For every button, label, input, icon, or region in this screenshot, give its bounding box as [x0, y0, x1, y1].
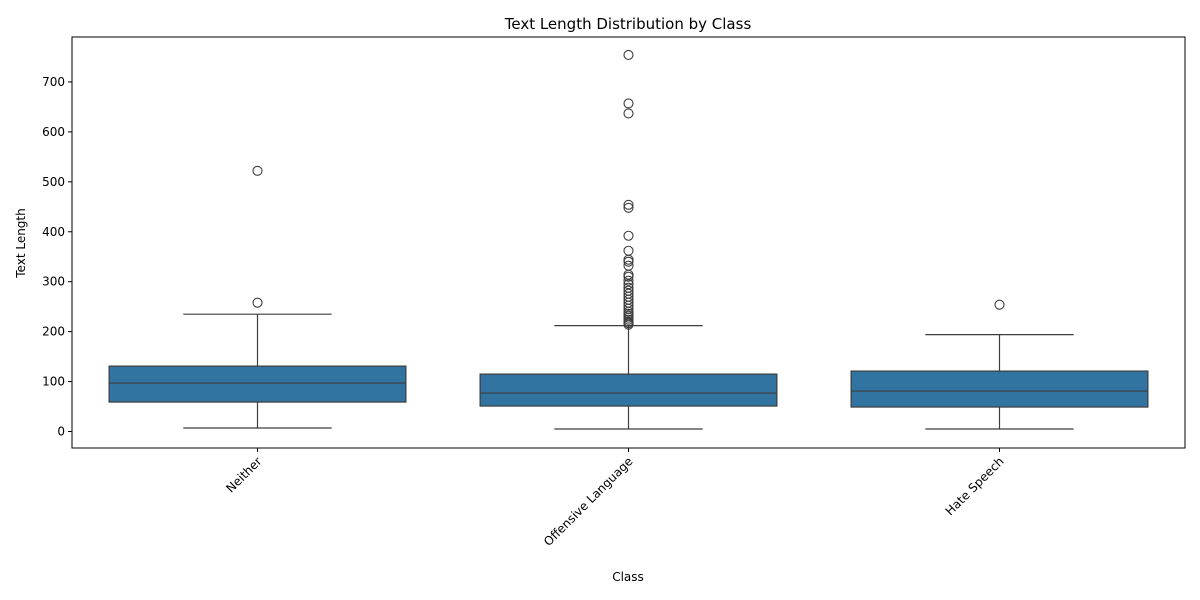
outlier-point [623, 108, 634, 119]
outlier-point [623, 269, 634, 280]
outlier-point [623, 98, 634, 109]
outlier-point [623, 230, 634, 241]
y-tick-label: 700 [42, 75, 65, 89]
chart-title: Text Length Distribution by Class [504, 15, 752, 33]
y-tick-label: 400 [42, 225, 65, 239]
x-axis: Neither Offensive Language Hate Speech [223, 448, 1007, 549]
x-tick-label: Neither [223, 454, 264, 495]
y-tick-label: 500 [42, 175, 65, 189]
y-tick-label: 200 [42, 325, 65, 339]
box-offensive-language [479, 373, 778, 407]
outlier-point [252, 165, 263, 176]
y-tick-label: 100 [42, 375, 65, 389]
outlier-point [623, 199, 634, 210]
outlier-point [623, 254, 634, 265]
x-axis-label: Class [612, 570, 644, 584]
y-tick-label: 600 [42, 125, 65, 139]
box-hate-speech [850, 370, 1149, 408]
outlier-point [252, 297, 263, 308]
outlier-point [623, 202, 634, 213]
x-tick-label: Offensive Language [541, 454, 636, 549]
boxes-group [108, 49, 1149, 430]
outlier-point [623, 282, 634, 293]
outlier-point [623, 285, 634, 296]
outlier-point [623, 245, 634, 256]
box-neither [108, 365, 407, 403]
outlier-point [623, 260, 634, 271]
outlier-point [623, 49, 634, 61]
outlier-point [623, 275, 634, 286]
outlier-point [994, 299, 1005, 310]
y-axis: 0 100 200 300 400 500 600 700 [42, 75, 72, 439]
x-tick-label: Hate Speech [943, 454, 1007, 518]
y-tick-label: 300 [42, 275, 65, 289]
y-tick-label: 0 [57, 425, 65, 439]
y-axis-label: Text Length [14, 208, 28, 278]
